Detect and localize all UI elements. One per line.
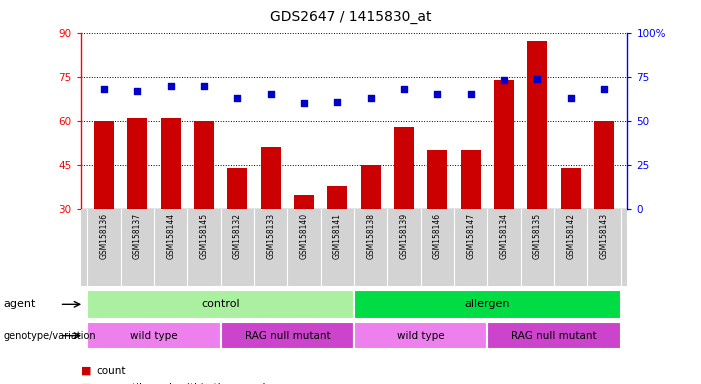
- Point: [132, 88, 143, 94]
- Bar: [594, 121, 614, 209]
- Point: [365, 95, 376, 101]
- Text: GSM158140: GSM158140: [299, 213, 308, 259]
- Bar: [494, 80, 514, 209]
- Text: RAG null mutant: RAG null mutant: [245, 331, 330, 341]
- Point: [232, 95, 243, 101]
- Bar: [354, 290, 620, 319]
- Text: GSM158133: GSM158133: [266, 213, 275, 259]
- Text: wild type: wild type: [397, 331, 444, 341]
- Text: GSM158141: GSM158141: [333, 213, 342, 259]
- Text: allergen: allergen: [465, 299, 510, 310]
- Bar: [227, 168, 247, 209]
- Bar: [261, 147, 280, 209]
- Bar: [561, 168, 580, 209]
- Bar: [161, 118, 181, 209]
- Point: [98, 86, 109, 92]
- Point: [465, 91, 476, 98]
- Bar: [327, 186, 347, 209]
- Text: GSM158139: GSM158139: [400, 213, 409, 259]
- Text: RAG null mutant: RAG null mutant: [511, 331, 597, 341]
- Text: GSM158145: GSM158145: [200, 213, 208, 259]
- Text: GSM158146: GSM158146: [433, 213, 442, 259]
- Text: ■: ■: [81, 366, 91, 376]
- Point: [299, 100, 310, 106]
- Text: wild type: wild type: [130, 331, 178, 341]
- Text: GSM158132: GSM158132: [233, 213, 242, 259]
- Text: GSM158138: GSM158138: [366, 213, 375, 259]
- Point: [165, 83, 176, 89]
- Text: agent: agent: [4, 299, 36, 310]
- Point: [565, 95, 576, 101]
- Text: GSM158134: GSM158134: [500, 213, 508, 259]
- Bar: [394, 127, 414, 209]
- Text: GSM158135: GSM158135: [533, 213, 542, 259]
- Text: control: control: [201, 299, 240, 310]
- Point: [432, 91, 443, 98]
- Bar: [88, 290, 354, 319]
- Point: [599, 86, 610, 92]
- Point: [532, 76, 543, 82]
- Point: [198, 83, 210, 89]
- Text: GSM158142: GSM158142: [566, 213, 576, 259]
- Text: GSM158137: GSM158137: [132, 213, 142, 259]
- Bar: [428, 151, 447, 209]
- Point: [398, 86, 409, 92]
- Text: ■: ■: [81, 383, 91, 384]
- Point: [498, 77, 510, 83]
- Bar: [461, 151, 481, 209]
- Bar: [294, 195, 314, 209]
- Text: count: count: [96, 366, 125, 376]
- Text: GSM158143: GSM158143: [599, 213, 608, 259]
- Text: GSM158136: GSM158136: [100, 213, 109, 259]
- Bar: [221, 322, 354, 349]
- Point: [265, 91, 276, 98]
- Bar: [128, 118, 147, 209]
- Bar: [94, 121, 114, 209]
- Bar: [361, 165, 381, 209]
- Bar: [88, 322, 221, 349]
- Bar: [527, 41, 547, 209]
- Bar: [487, 322, 620, 349]
- Bar: [194, 121, 214, 209]
- Text: GSM158144: GSM158144: [166, 213, 175, 259]
- Text: genotype/variation: genotype/variation: [4, 331, 96, 341]
- Point: [332, 98, 343, 104]
- Bar: [354, 322, 487, 349]
- Text: percentile rank within the sample: percentile rank within the sample: [96, 383, 272, 384]
- Text: GSM158147: GSM158147: [466, 213, 475, 259]
- Text: GDS2647 / 1415830_at: GDS2647 / 1415830_at: [270, 10, 431, 23]
